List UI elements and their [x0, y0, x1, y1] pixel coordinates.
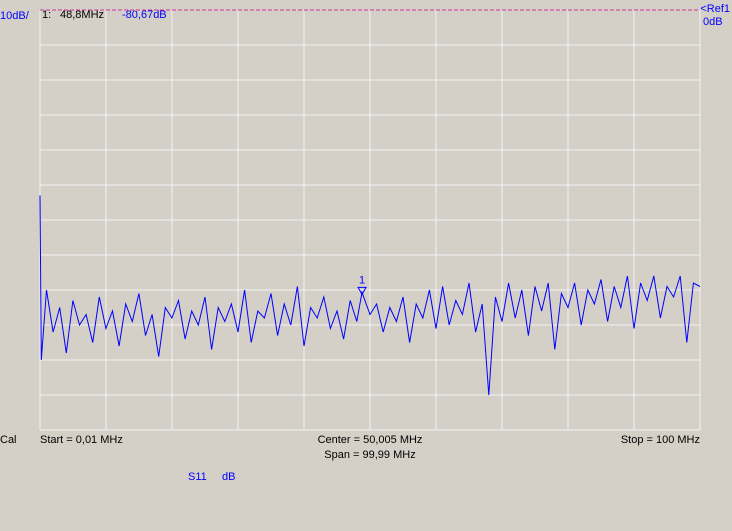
marker-index: 1: [42, 9, 51, 21]
parameter: S11 [188, 471, 207, 483]
stop-label: Stop = 100 MHz [621, 434, 700, 446]
ref-value: 0dB [703, 16, 723, 28]
start-label: Start = 0,01 MHz [40, 434, 123, 446]
scale-label: 10dB/ [0, 10, 30, 22]
grid [39, 10, 701, 431]
marker-label: 1 [359, 274, 365, 286]
marker-level: -80,67dB [122, 9, 167, 21]
center-label: Center = 50,005 MHz [318, 434, 423, 446]
ref-label: <Ref1 [700, 3, 730, 15]
marker-frequency: 48,8MHz [60, 9, 104, 21]
unit: dB [222, 471, 235, 483]
trace [39, 195, 701, 396]
status: Cal [0, 434, 17, 446]
span-label: Span = 99,99 MHz [324, 449, 415, 461]
marker [357, 286, 367, 296]
